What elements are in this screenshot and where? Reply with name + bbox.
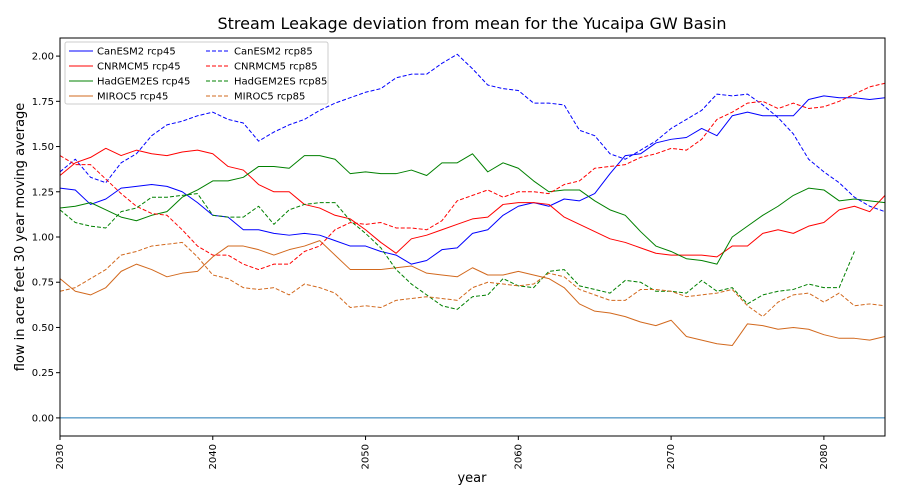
y-tick-label: 2.00 xyxy=(32,52,54,63)
legend-label-6: HadGEM2ES rcp85 xyxy=(234,77,327,88)
chart-title: Stream Leakage deviation from mean for t… xyxy=(218,14,727,33)
series-line-1 xyxy=(59,147,886,258)
x-tick-label: 2060 xyxy=(513,444,524,469)
legend-box xyxy=(64,41,329,105)
x-tick-label: 2080 xyxy=(819,444,830,469)
legend-label-3: MIROC5 rcp45 xyxy=(97,92,168,103)
legend-label-1: CNRMCM5 rcp45 xyxy=(97,62,181,73)
series-line-6 xyxy=(59,193,855,310)
series-line-2 xyxy=(59,153,886,265)
y-tick-label: 0.25 xyxy=(32,368,54,379)
legend-label-5: CNRMCM5 rcp85 xyxy=(234,62,318,73)
x-tick-label: 2040 xyxy=(208,444,219,469)
legend-label-7: MIROC5 rcp85 xyxy=(234,92,305,103)
y-tick-label: 1.00 xyxy=(32,233,54,244)
legend-label-4: CanESM2 rcp85 xyxy=(234,47,313,58)
y-tick-label: 0.00 xyxy=(32,413,54,424)
legend-label-2: HadGEM2ES rcp45 xyxy=(97,77,190,88)
series-line-4 xyxy=(59,53,886,213)
x-tick-label: 2050 xyxy=(361,444,372,469)
y-tick-label: 1.50 xyxy=(32,142,54,153)
x-tick-label: 2070 xyxy=(666,444,677,469)
y-tick-label: 1.75 xyxy=(32,97,54,108)
legend-label-0: CanESM2 rcp45 xyxy=(97,47,176,58)
y-tick-label: 1.25 xyxy=(32,187,54,198)
y-tick-label: 0.75 xyxy=(32,278,54,289)
series-line-5 xyxy=(59,82,886,271)
legend: CanESM2 rcp45 CNRMCM5 rcp45 HadGEM2ES rcp4… xyxy=(64,41,329,105)
x-tick-label: 2030 xyxy=(55,444,66,469)
series-line-3 xyxy=(59,240,886,347)
series-line-0 xyxy=(59,95,886,265)
y-tick-label: 0.50 xyxy=(32,323,54,334)
y-axis-title: flow in acre feet 30 year moving average xyxy=(13,103,28,372)
x-axis-title: year xyxy=(457,471,487,486)
plot-area: 2030 2040 2050 2060 2070 2080 0.00 0.25 0.50 0.75… xyxy=(32,37,886,469)
